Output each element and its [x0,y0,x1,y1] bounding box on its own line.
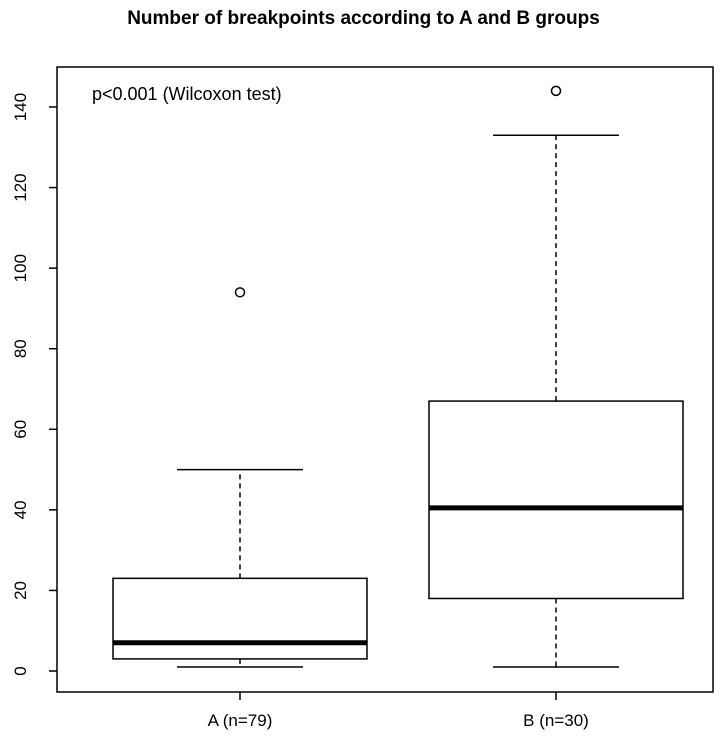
y-tick-label-120: 120 [11,173,30,201]
x-tick-label-0: A (n=79) [208,711,273,730]
outlier-point-0-0 [234,287,246,298]
y-tick-label-0: 0 [11,666,30,675]
box-0 [112,577,368,660]
box-group-0 [112,287,368,668]
box-group-1 [428,85,684,668]
box-1 [428,400,684,600]
x-tick-label-1: B (n=30) [523,711,589,730]
y-tick-label-140: 140 [11,93,30,121]
y-tick-label-40: 40 [11,500,30,519]
y-axis: 0 20 40 60 80 100 120 140 [11,93,57,676]
y-tick-label-60: 60 [11,420,30,439]
boxes-layer [112,85,684,668]
x-axis: A (n=79) B (n=30) [208,692,589,730]
plot-frame [56,66,714,693]
y-tick-label-100: 100 [11,254,30,282]
y-tick-label-80: 80 [11,339,30,358]
chart-title: Number of breakpoints according to A and… [127,8,600,29]
outlier-point-1-0 [550,85,562,97]
y-tick-label-20: 20 [11,581,30,600]
annotation-text: p<0.001 (Wilcoxon test) [92,84,282,104]
